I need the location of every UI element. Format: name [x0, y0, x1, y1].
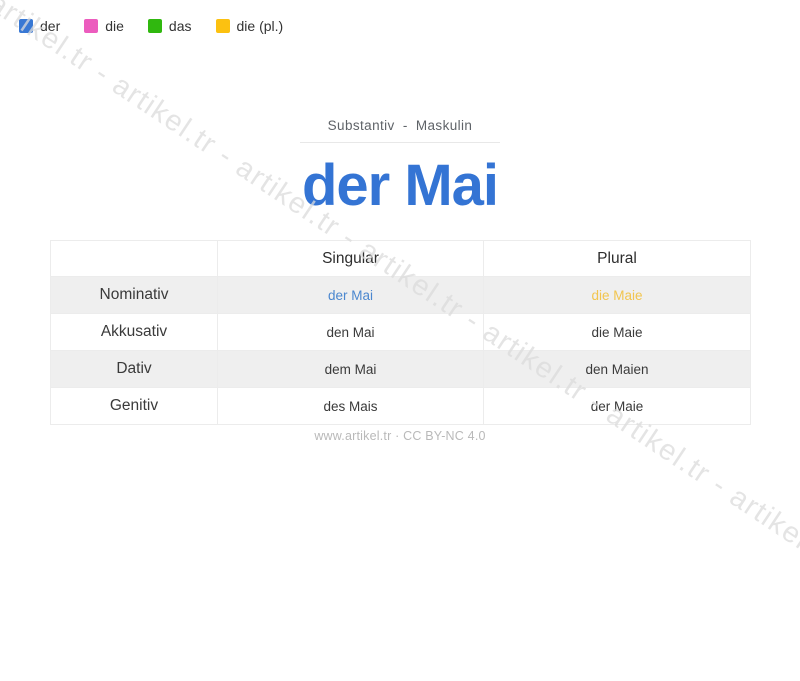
die-color-swatch — [84, 19, 99, 33]
case-label: Akkusativ — [50, 313, 218, 351]
table-row-genitiv: Genitiv des Mais der Maie — [50, 387, 751, 425]
noun-type-subtitle: Substantiv - Maskulin — [327, 118, 473, 133]
subtitle-divider — [300, 142, 500, 143]
plural-value: den Maien — [483, 350, 751, 388]
table-row-nominativ: Nominativ der Mai die Maie — [50, 276, 751, 314]
legend-item-das: das — [147, 18, 192, 34]
case-label: Dativ — [50, 350, 218, 388]
legend-label-das: das — [168, 18, 192, 34]
table-row-akkusativ: Akkusativ den Mai die Maie — [50, 313, 751, 351]
plural-value: die Maie — [483, 313, 751, 351]
attribution-footer: www.artikel.tr · CC BY-NC 4.0 — [314, 429, 486, 443]
plural-column-header: Plural — [483, 240, 751, 277]
legend-item-die-plural: die (pl.) — [215, 18, 284, 34]
declension-table: Singular Plural Nominativ der Mai die Ma… — [50, 240, 751, 425]
plural-value: der Maie — [483, 387, 751, 425]
singular-value: des Mais — [217, 387, 484, 425]
singular-value: den Mai — [217, 313, 484, 351]
legend-label-die-plural: die (pl.) — [236, 18, 284, 34]
singular-value: dem Mai — [217, 350, 484, 388]
case-label: Nominativ — [50, 276, 218, 314]
legend-item-der: der — [19, 18, 60, 34]
case-column-header — [50, 240, 218, 277]
legend-label-der: der — [40, 18, 61, 34]
page-title: der Mai — [301, 153, 499, 218]
case-label: Genitiv — [50, 387, 218, 425]
legend-item-die: die — [84, 18, 124, 34]
table-header-row: Singular Plural — [50, 240, 751, 277]
das-color-swatch — [147, 19, 162, 33]
singular-value: der Mai — [217, 276, 484, 314]
article-color-legend: der die das die (pl.) — [19, 18, 283, 34]
table-row-dativ: Dativ dem Mai den Maien — [50, 350, 751, 388]
singular-column-header: Singular — [217, 240, 484, 277]
legend-label-die: die — [105, 18, 124, 34]
die-plural-color-swatch — [215, 19, 230, 33]
der-color-swatch — [19, 19, 33, 33]
plural-value: die Maie — [483, 276, 751, 314]
